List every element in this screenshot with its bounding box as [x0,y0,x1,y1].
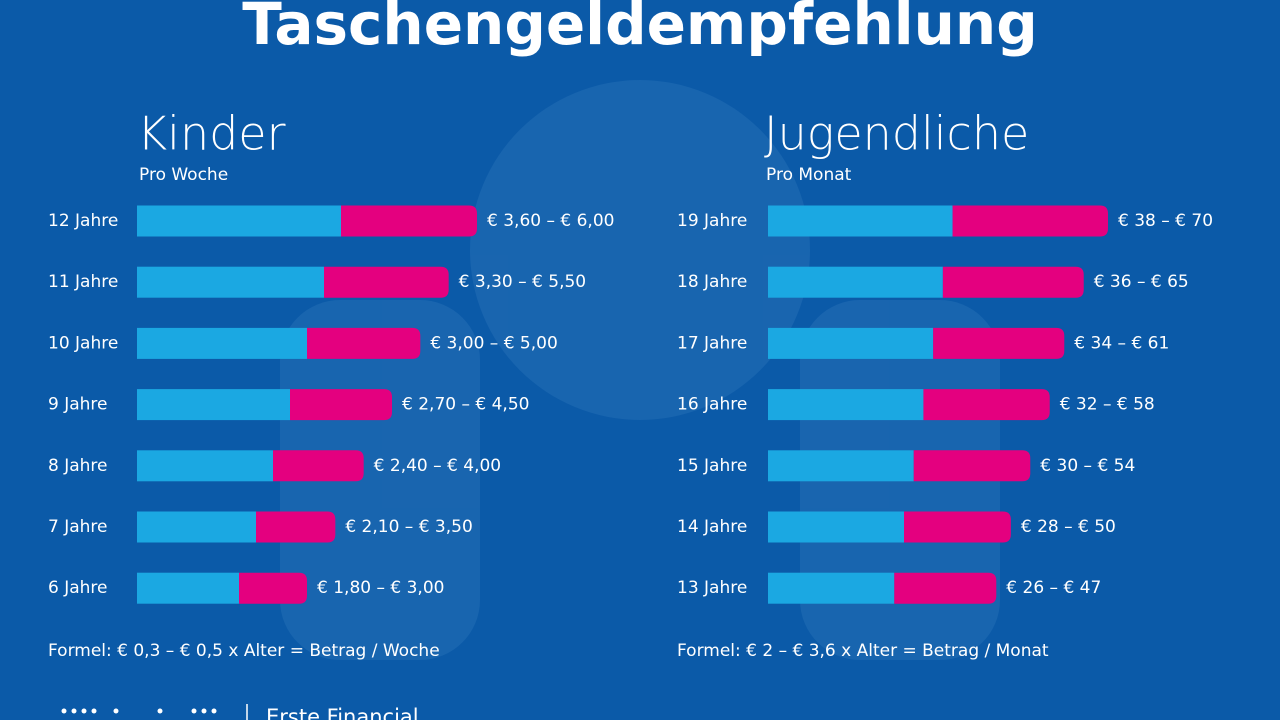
bar-low [768,572,895,604]
panel-title: Kinder [137,107,286,161]
logo-dot [157,708,163,714]
logo-dot [113,708,119,714]
value-label: € 28 – € 50 [1021,517,1116,537]
icon-circle [470,80,810,420]
category-label: 14 Jahre [677,517,747,537]
category-label: 11 Jahre [48,272,118,292]
value-label: € 32 – € 58 [1060,395,1155,415]
value-label: € 34 – € 61 [1074,333,1169,353]
logo-dot [191,708,197,714]
category-label: 10 Jahre [48,333,118,353]
bar-high [952,205,1108,237]
bar-high [913,450,1031,482]
value-label: € 38 – € 70 [1118,211,1213,231]
logo-dot [81,708,87,714]
category-label: 18 Jahre [677,272,747,292]
category-label: 12 Jahre [48,211,118,231]
value-label: € 36 – € 65 [1094,272,1189,292]
bar-high [933,327,1065,359]
logo-dot [61,708,67,714]
value-label: € 3,60 – € 6,00 [487,211,614,231]
bar-low [768,266,943,298]
bar-low [137,389,290,421]
logo-dot [91,708,97,714]
logo-dot [71,708,77,714]
logo-dot [211,708,217,714]
category-label: 13 Jahre [677,578,747,598]
bar-high [894,572,997,604]
bar-low [768,511,904,543]
category-label: 16 Jahre [677,395,747,415]
bar-high [923,389,1050,421]
bar-high [942,266,1084,298]
bar-low [768,205,953,237]
bar-high [256,511,336,543]
bar-high [290,389,392,421]
value-label: € 26 – € 47 [1006,578,1101,598]
panel-subtitle: Pro Woche [139,165,228,185]
category-label: 17 Jahre [677,333,747,353]
value-label: € 2,40 – € 4,00 [374,456,501,476]
brand-name: Erste Financial [266,705,419,720]
category-label: 6 Jahre [48,578,108,598]
bar-high [324,266,449,298]
category-label: 15 Jahre [677,456,747,476]
brand-logo [61,708,217,714]
bar-high [904,511,1011,543]
bar-low [768,450,914,482]
bar-low [137,450,273,482]
value-label: € 30 – € 54 [1040,456,1135,476]
category-label: 9 Jahre [48,395,108,415]
category-label: 7 Jahre [48,517,108,537]
bar-low [768,389,924,421]
bar-high [273,450,364,482]
category-label: 8 Jahre [48,456,108,476]
bar-high [307,327,421,359]
bar-high [239,572,307,604]
value-label: € 3,00 – € 5,00 [430,333,557,353]
page-title: Taschengeldempfehlung [242,0,1037,58]
formula: Formel: € 2 – € 3,6 x Alter = Betrag / M… [677,641,1049,661]
bar-low [137,572,239,604]
value-label: € 2,10 – € 3,50 [345,517,472,537]
value-label: € 3,30 – € 5,50 [459,272,586,292]
formula: Formel: € 0,3 – € 0,5 x Alter = Betrag /… [48,641,440,661]
panel-subtitle: Pro Monat [766,165,852,185]
bar-low [137,511,256,543]
value-label: € 1,80 – € 3,00 [317,578,444,598]
bar-low [768,327,934,359]
bar-low [137,266,324,298]
bar-high [341,205,477,237]
panel-title: Jugendliche [764,107,1029,161]
bar-low [137,327,307,359]
bar-low [137,205,341,237]
logo-dot [201,708,207,714]
value-label: € 2,70 – € 4,50 [402,395,529,415]
category-label: 19 Jahre [677,211,747,231]
